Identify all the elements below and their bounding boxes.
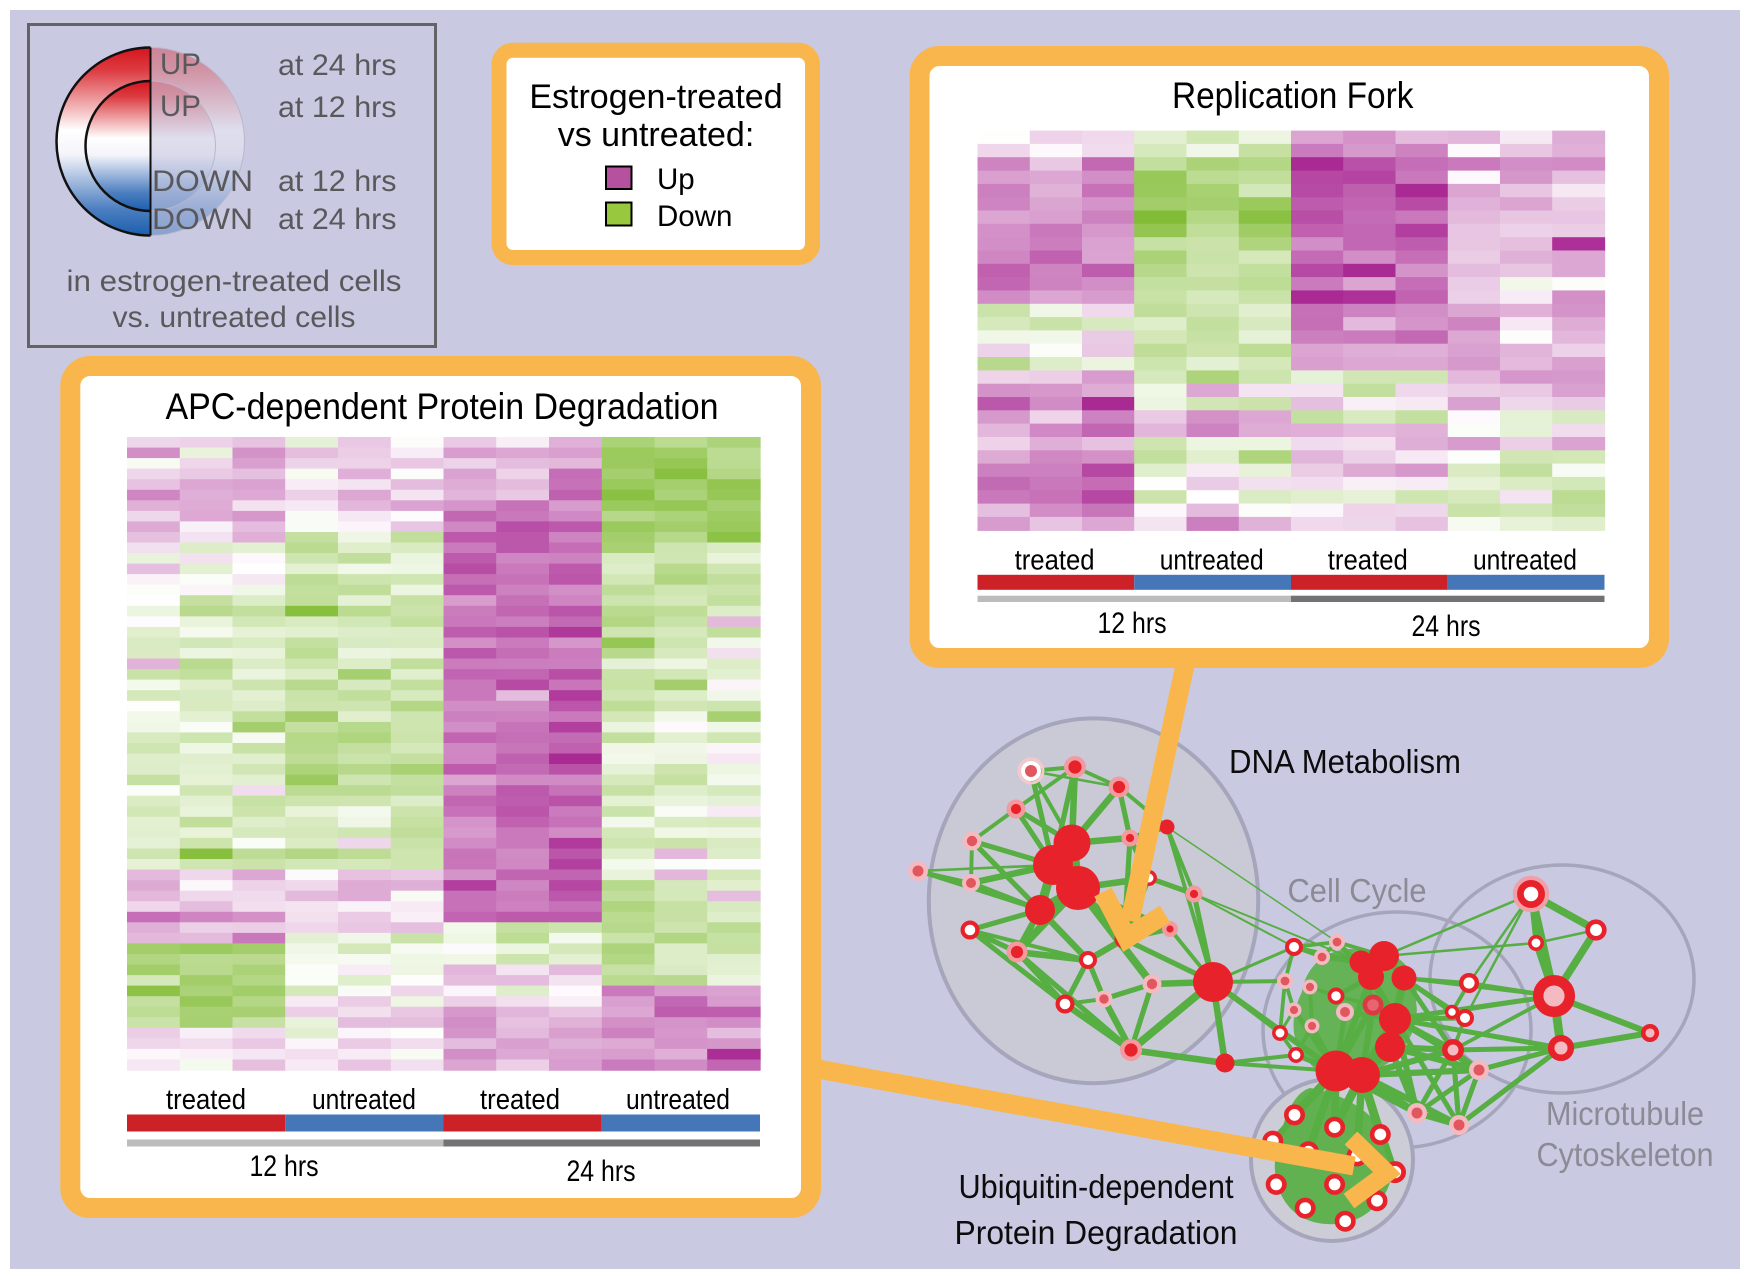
svg-text:APC-dependent Protein Degradat: APC-dependent Protein Degradation (166, 386, 719, 427)
svg-text:DOWN: DOWN (152, 203, 253, 236)
svg-text:untreated: untreated (626, 1084, 730, 1116)
svg-text:treated: treated (1015, 545, 1095, 577)
svg-text:at 12 hrs: at 12 hrs (278, 165, 397, 198)
svg-text:DOWN: DOWN (152, 165, 253, 198)
svg-text:at 24 hrs: at 24 hrs (278, 49, 397, 82)
svg-text:at 12 hrs: at 12 hrs (278, 91, 397, 124)
svg-text:at 24 hrs: at 24 hrs (278, 203, 397, 236)
svg-text:UP: UP (160, 90, 201, 123)
svg-text:untreated: untreated (1473, 545, 1577, 577)
svg-text:Cytoskeleton: Cytoskeleton (1537, 1136, 1714, 1173)
svg-text:treated: treated (480, 1084, 560, 1116)
svg-text:in estrogen-treated cells: in estrogen-treated cells (67, 265, 402, 298)
svg-text:Cell Cycle: Cell Cycle (1288, 872, 1427, 909)
svg-text:vs untreated:: vs untreated: (558, 116, 755, 154)
svg-text:UP: UP (160, 48, 201, 81)
svg-text:Replication Fork: Replication Fork (1172, 75, 1414, 116)
svg-text:vs. untreated cells: vs. untreated cells (113, 301, 356, 334)
svg-text:Estrogen-treated: Estrogen-treated (529, 78, 782, 116)
svg-text:24 hrs: 24 hrs (1412, 610, 1481, 643)
svg-text:treated: treated (1328, 545, 1408, 577)
svg-text:treated: treated (166, 1084, 246, 1116)
svg-text:Down: Down (657, 200, 732, 233)
svg-text:DNA Metabolism: DNA Metabolism (1229, 743, 1461, 780)
svg-text:Protein Degradation: Protein Degradation (955, 1214, 1238, 1251)
svg-text:24 hrs: 24 hrs (567, 1155, 636, 1188)
svg-text:Ubiquitin-dependent: Ubiquitin-dependent (959, 1168, 1234, 1205)
svg-text:Up: Up (657, 163, 695, 196)
svg-text:untreated: untreated (312, 1084, 416, 1116)
svg-text:12 hrs: 12 hrs (250, 1150, 319, 1183)
svg-text:12 hrs: 12 hrs (1098, 607, 1167, 640)
svg-text:untreated: untreated (1160, 545, 1264, 577)
svg-text:Microtubule: Microtubule (1546, 1095, 1704, 1132)
